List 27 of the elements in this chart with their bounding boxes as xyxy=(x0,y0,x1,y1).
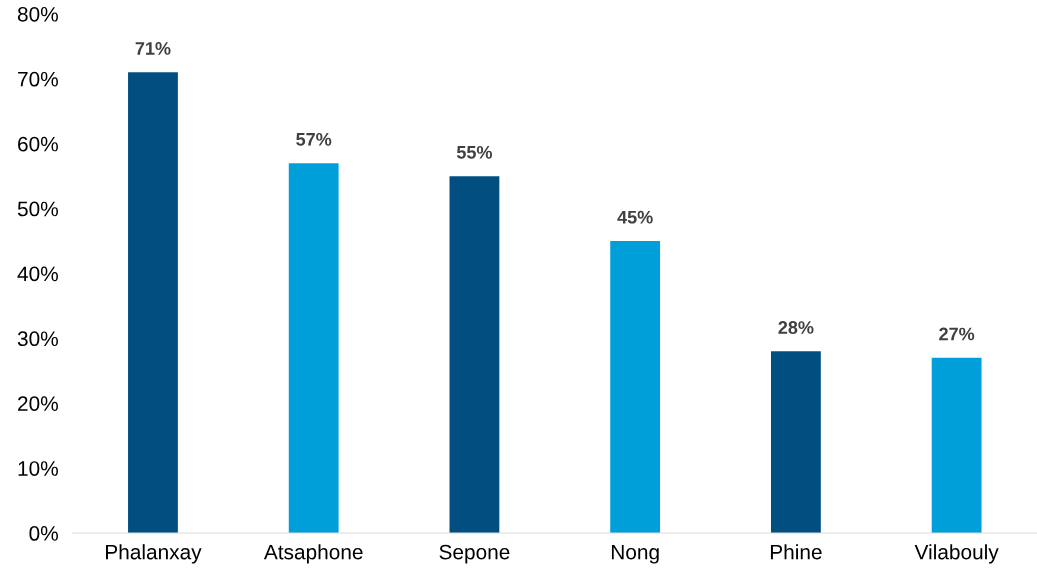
data-label: 57% xyxy=(296,132,332,146)
data-label: 55% xyxy=(456,145,493,159)
data-label: 71% xyxy=(135,42,171,55)
x-tick-label: Atsaphone xyxy=(263,544,363,564)
bar xyxy=(931,357,982,534)
y-tick-label: 60% xyxy=(18,136,58,152)
y-tick-label: 10% xyxy=(18,461,58,476)
data-label: 28% xyxy=(778,321,814,334)
y-tick-label: 0% xyxy=(29,526,58,541)
y-tick-label: 30% xyxy=(17,331,58,347)
bar xyxy=(449,176,500,534)
y-tick-label: 40% xyxy=(17,266,58,282)
y-tick-label: 20% xyxy=(18,396,58,411)
x-tick-label: Nong xyxy=(611,544,659,564)
y-tick-label: 70% xyxy=(18,71,58,87)
x-tick-label: Vilabouly xyxy=(914,544,999,564)
x-tick-label: Sepone xyxy=(439,544,510,564)
y-tick-label: 80% xyxy=(17,6,58,22)
bar xyxy=(288,163,339,534)
data-label: 45% xyxy=(617,210,653,224)
bar xyxy=(770,351,821,534)
data-label: 27% xyxy=(939,327,975,341)
bar xyxy=(128,72,178,534)
y-tick-label: 50% xyxy=(17,201,58,217)
x-tick-label: Phine xyxy=(770,544,822,560)
bar xyxy=(610,241,661,534)
x-tick-label: Phalanxay xyxy=(106,544,202,564)
